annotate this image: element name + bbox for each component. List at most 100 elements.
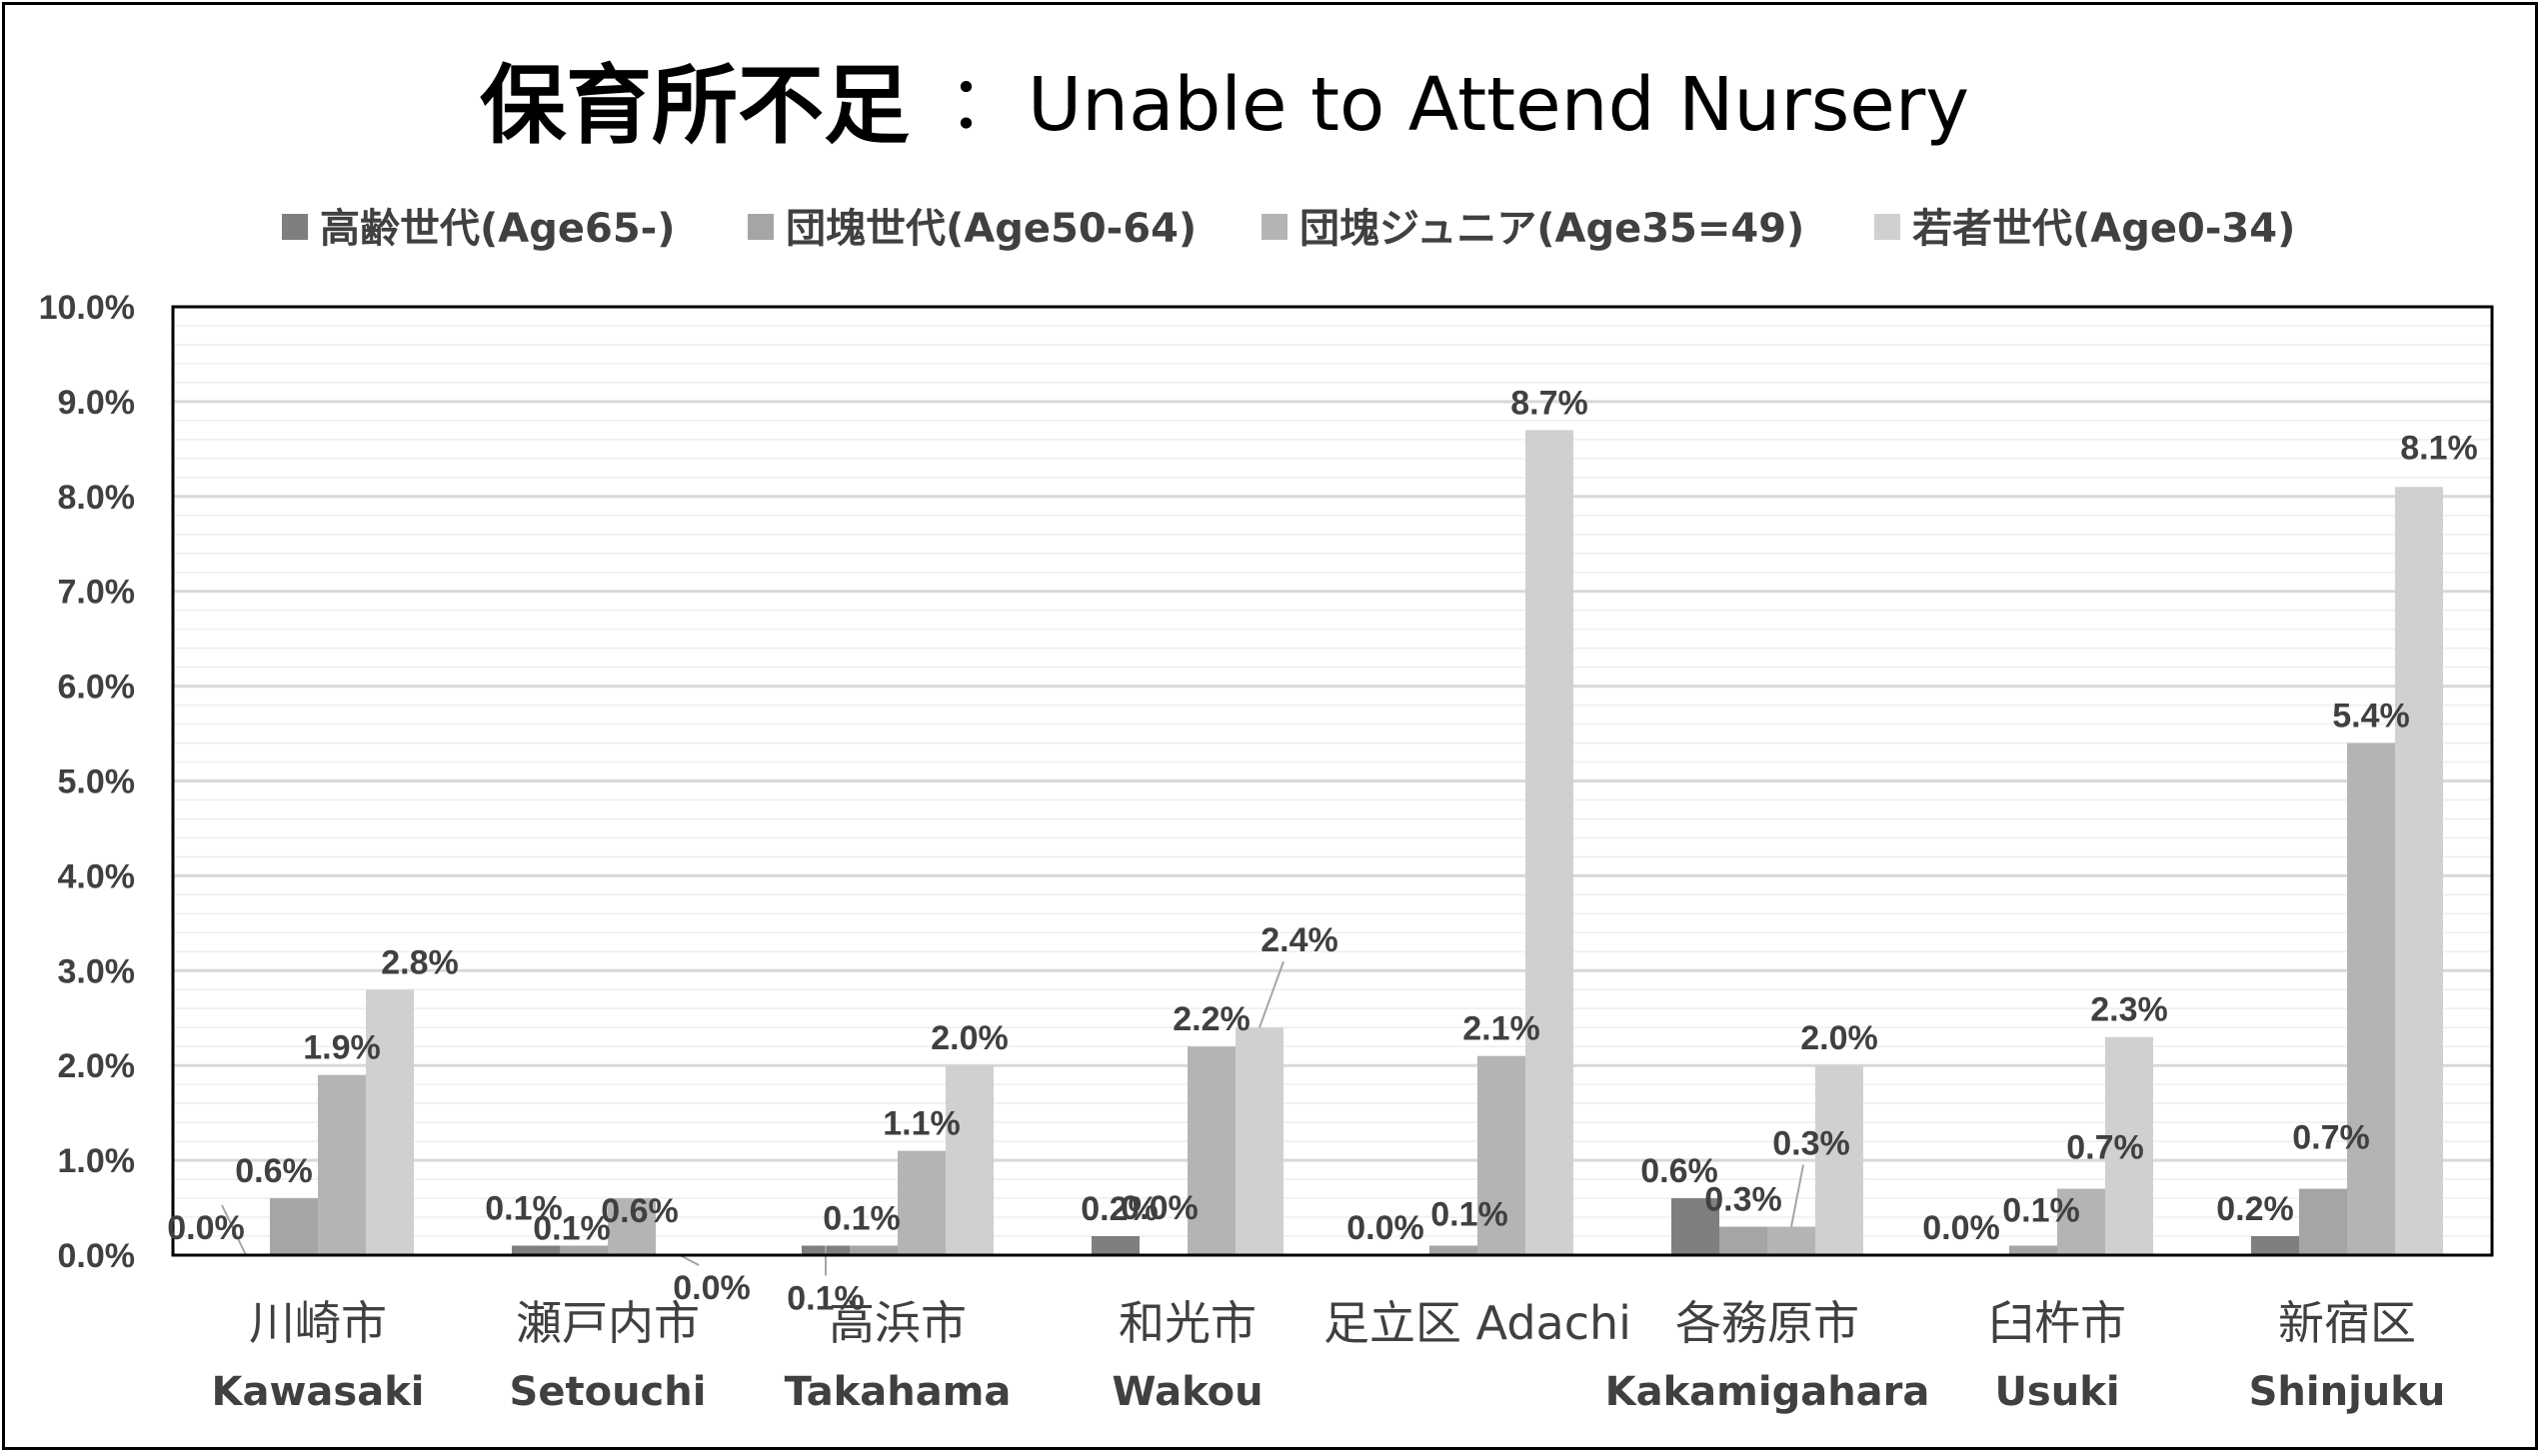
legend-item: 団塊世代(Age50-64): [748, 206, 1197, 252]
chart-title-jp: 保育所不足: [480, 56, 910, 156]
legend-swatch: [282, 214, 308, 240]
data-label: 0.1%: [823, 1200, 901, 1238]
leader-lines: [221, 960, 1804, 1276]
x-category-label-en: Shinjuku: [2249, 1369, 2446, 1415]
x-category-label-en: Setouchi: [510, 1369, 707, 1415]
y-tick-label: 5.0%: [58, 763, 136, 801]
x-category-label-jp: 高浜市: [829, 1296, 967, 1350]
x-category-label-jp: 各務原市: [1675, 1296, 1859, 1350]
y-axis-ticks: 0.0% 1.0% 2.0% 3.0% 4.0% 5.0% 6.0% 7.0% 8.0% 9.0%…: [39, 289, 135, 1275]
legend-swatch: [748, 214, 774, 240]
bar: [898, 1150, 946, 1255]
legend-swatch: [1262, 214, 1287, 240]
bar: [1671, 1198, 1719, 1255]
leader-line: [679, 1254, 700, 1266]
bar: [2251, 1236, 2299, 1255]
data-label: 2.3%: [2090, 991, 2168, 1029]
bar: [2347, 742, 2395, 1255]
data-label: 0.7%: [2292, 1119, 2370, 1157]
y-tick-label: 1.0%: [58, 1142, 136, 1180]
bar: [270, 1198, 318, 1255]
bar: [1719, 1226, 1767, 1255]
data-label: 0.0%: [673, 1269, 751, 1307]
plot-area-border: [171, 305, 2494, 1257]
data-label: 2.0%: [1800, 1019, 1878, 1057]
bar-series: [270, 430, 2443, 1255]
y-tick-label: 0.0%: [58, 1237, 136, 1275]
x-axis-categories: 川崎市 Kawasaki 瀬戸内市 Setouchi 高浜市 Takahama 和光市 Wak…: [211, 1296, 2445, 1415]
data-label: 0.6%: [601, 1192, 679, 1230]
data-label: 0.0%: [1346, 1209, 1424, 1247]
x-category-label-jp: 瀬戸内市: [516, 1296, 700, 1350]
data-label: 0.1%: [533, 1210, 611, 1248]
legend-label: 高齢世代(Age65-): [320, 206, 676, 252]
data-label: 0.0%: [1922, 1209, 2000, 1247]
x-category-label-en: Kawasaki: [211, 1369, 424, 1415]
y-tick-label: 10.0%: [39, 289, 135, 327]
data-labels: 0.0%0.1%0.1%0.2% 0.0%0.6%0.0% 0.2%0.6%0.1%…: [167, 384, 2478, 1317]
bar: [1429, 1245, 1477, 1255]
y-tick-label: 9.0%: [58, 384, 136, 422]
data-label: 2.2%: [1173, 1000, 1251, 1038]
data-label: 0.1%: [2002, 1192, 2080, 1230]
legend-swatch: [1874, 214, 1900, 240]
x-category-label-jp: 足立区 Adachi: [1323, 1296, 1631, 1350]
leader-line: [221, 1204, 247, 1256]
bar: [512, 1245, 560, 1255]
bar: [560, 1245, 608, 1255]
legend-label: 団塊ジュニア(Age35=49): [1299, 206, 1804, 252]
data-label: 0.6%: [235, 1152, 313, 1190]
data-label: 0.6%: [1640, 1152, 1718, 1190]
legend-label: 団塊世代(Age50-64): [786, 206, 1197, 252]
data-label: 8.1%: [2400, 429, 2478, 467]
bar: [1092, 1236, 1140, 1255]
bar: [946, 1065, 994, 1255]
data-label: 5.4%: [2332, 698, 2410, 735]
data-label: 0.7%: [2066, 1129, 2144, 1167]
data-label: 0.3%: [1704, 1181, 1782, 1219]
legend-item: 高齢世代(Age65-): [282, 206, 676, 252]
x-category-label-jp: 和光市: [1119, 1296, 1257, 1350]
data-label: 0.0%: [1121, 1189, 1199, 1227]
legend-item: 若者世代(Age0-34): [1874, 206, 2295, 252]
data-label: 0.1%: [485, 1190, 563, 1228]
chart-title: 保育所不足 ： Unable to Attend Nursery: [480, 56, 1969, 156]
legend-item: 団塊ジュニア(Age35=49): [1262, 206, 1804, 252]
bar: [1477, 1055, 1525, 1255]
chart-legend: 高齢世代(Age65-) 団塊世代(Age50-64) 団塊ジュニア(Age35=4…: [282, 206, 2295, 252]
y-tick-label: 2.0%: [58, 1047, 136, 1085]
y-tick-label: 6.0%: [58, 669, 136, 707]
x-category-label-en: Kakamigahara: [1605, 1369, 1930, 1415]
y-tick-label: 3.0%: [58, 952, 136, 990]
bar: [1188, 1046, 1236, 1255]
data-label: 1.9%: [303, 1029, 381, 1067]
chart-title-en: Unable to Attend Nursery: [1028, 62, 1969, 148]
chart-title-separator: ：: [948, 60, 1022, 146]
bar: [2057, 1188, 2105, 1255]
legend-label: 若者世代(Age0-34): [1912, 206, 2295, 252]
data-label: 0.0%: [167, 1209, 245, 1247]
y-tick-label: 7.0%: [58, 574, 136, 612]
data-label: 1.1%: [883, 1105, 961, 1143]
bar: [366, 989, 414, 1255]
data-label: 0.2%: [1081, 1190, 1159, 1228]
data-label: 2.0%: [931, 1019, 1009, 1057]
x-category-label-en: Usuki: [1994, 1369, 2119, 1415]
data-label: 2.4%: [1261, 921, 1338, 959]
bar: [1815, 1065, 1863, 1255]
x-category-label-en: Takahama: [785, 1369, 1012, 1415]
leader-line: [1259, 960, 1284, 1028]
bar: [1767, 1226, 1815, 1255]
x-category-label-en: Wakou: [1112, 1369, 1263, 1415]
bar: [1525, 430, 1573, 1255]
y-tick-label: 4.0%: [58, 857, 136, 895]
y-tick-label: 8.0%: [58, 479, 136, 517]
bar: [1236, 1027, 1283, 1255]
bar: [2299, 1188, 2347, 1255]
x-category-label-jp: 臼杵市: [1988, 1296, 2126, 1350]
bar: [608, 1198, 656, 1255]
bar: [2105, 1036, 2153, 1255]
data-label: 0.1%: [787, 1280, 865, 1318]
data-label: 0.1%: [1430, 1196, 1508, 1234]
